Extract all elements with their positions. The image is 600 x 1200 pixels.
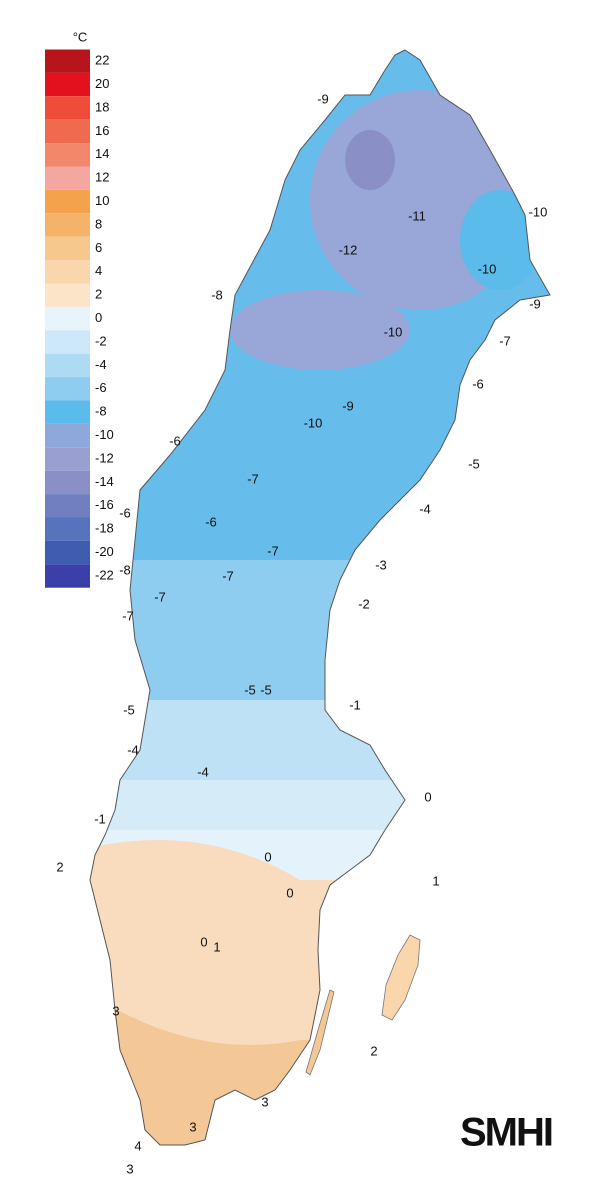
contour-label: -10 [384, 324, 403, 339]
contour-label: -6 [205, 514, 217, 529]
legend-swatch [45, 236, 90, 261]
contour-label: -10 [478, 261, 497, 276]
contour-label: 3 [112, 1003, 119, 1018]
legend-swatch [45, 564, 90, 588]
contour-label: -9 [317, 91, 329, 106]
legend-swatch [45, 517, 90, 541]
contour-label: -5 [260, 682, 272, 697]
contour-label: -10 [529, 204, 548, 219]
legend-label: 20 [95, 76, 109, 91]
contour-label: 0 [286, 885, 293, 900]
legend-label: 22 [95, 53, 109, 68]
contour-label: -9 [529, 296, 541, 311]
legend-label: 12 [95, 170, 109, 185]
contour-label: -3 [375, 557, 387, 572]
legend-label: -2 [95, 333, 107, 348]
contour-label: 0 [200, 934, 207, 949]
contour-label: 2 [370, 1043, 377, 1058]
contour-label: -10 [304, 415, 323, 430]
legend-swatch [45, 470, 90, 495]
legend-swatch [45, 377, 90, 401]
legend-label: 2 [95, 287, 102, 302]
contour-label: -8 [211, 287, 223, 302]
legend-label: -14 [95, 474, 114, 489]
legend-swatch [45, 260, 90, 284]
contour-label: -6 [169, 433, 181, 448]
contour-label: 1 [432, 873, 439, 888]
logo-text: SMHI [460, 1111, 552, 1155]
gotland [381, 934, 421, 1021]
legend-label: -22 [95, 567, 114, 582]
legend-swatch [45, 540, 90, 565]
legend-label: -8 [95, 404, 107, 419]
legend-label: -16 [95, 497, 114, 512]
contour-label: -5 [123, 702, 135, 717]
legend-swatch [45, 49, 90, 73]
contour-label: -7 [247, 471, 259, 486]
contour-label: -7 [122, 608, 134, 623]
legend-label: -18 [95, 521, 114, 536]
contour-label: -5 [244, 682, 256, 697]
contour-label: 3 [189, 1119, 196, 1134]
legend-swatch [45, 494, 90, 518]
contour-label: -7 [499, 333, 511, 348]
contour-label: 3 [126, 1161, 133, 1176]
oland [305, 989, 335, 1076]
contour-label: 0 [424, 789, 431, 804]
map-outline [89, 49, 551, 1146]
legend-label: 6 [95, 240, 102, 255]
legend-label: 4 [95, 263, 102, 278]
contour-label: -7 [154, 589, 166, 604]
legend-swatch [45, 283, 90, 307]
legend-swatch [45, 213, 90, 237]
legend-label: -4 [95, 357, 107, 372]
legend-label: -10 [95, 427, 114, 442]
logo: SMHI [460, 1111, 554, 1155]
legend-swatch [45, 306, 90, 331]
contour-label: 0 [264, 849, 271, 864]
legend-swatch [45, 447, 90, 471]
legend-swatch [45, 400, 90, 424]
legend-swatch [45, 72, 90, 97]
contour-label: -1 [94, 811, 106, 826]
legend-label: 10 [95, 193, 109, 208]
contour-label: -1 [349, 697, 361, 712]
legend-label: -20 [95, 544, 114, 559]
contour-label: -11 [408, 208, 426, 223]
contour-label: 4 [134, 1138, 141, 1153]
contour-label: 3 [261, 1094, 268, 1109]
contour-label: -12 [339, 242, 358, 257]
legend-label: 8 [95, 216, 102, 231]
legend-label: -6 [95, 380, 107, 395]
contour-label: -4 [197, 764, 209, 779]
legend-swatch [45, 189, 90, 214]
contour-label: -6 [119, 505, 131, 520]
legend-swatch [45, 143, 90, 167]
legend-unit: °C [73, 29, 88, 44]
contour-label: 1 [213, 939, 220, 954]
contour-label: -2 [358, 596, 370, 611]
contour-label: -4 [127, 742, 139, 757]
legend-label: 18 [95, 99, 109, 114]
legend-swatch [45, 353, 90, 378]
legend-label: -12 [95, 450, 114, 465]
contour-label: -4 [419, 501, 431, 516]
contour-label: 2 [56, 859, 63, 874]
legend-swatch [45, 423, 90, 448]
contour-label: -7 [222, 568, 234, 583]
contour-label: -9 [342, 398, 354, 413]
legend-label: 16 [95, 123, 109, 138]
contour-label: -6 [472, 376, 484, 391]
legend-swatch [45, 96, 90, 120]
legend-swatch [45, 166, 90, 190]
contour-label: -5 [468, 456, 480, 471]
legend-swatch [45, 330, 90, 354]
contour-label: -8 [119, 562, 131, 577]
contour-label: -7 [267, 543, 279, 558]
legend-label: 14 [95, 146, 109, 161]
legend-swatch [45, 119, 90, 144]
legend-label: 0 [95, 310, 102, 325]
